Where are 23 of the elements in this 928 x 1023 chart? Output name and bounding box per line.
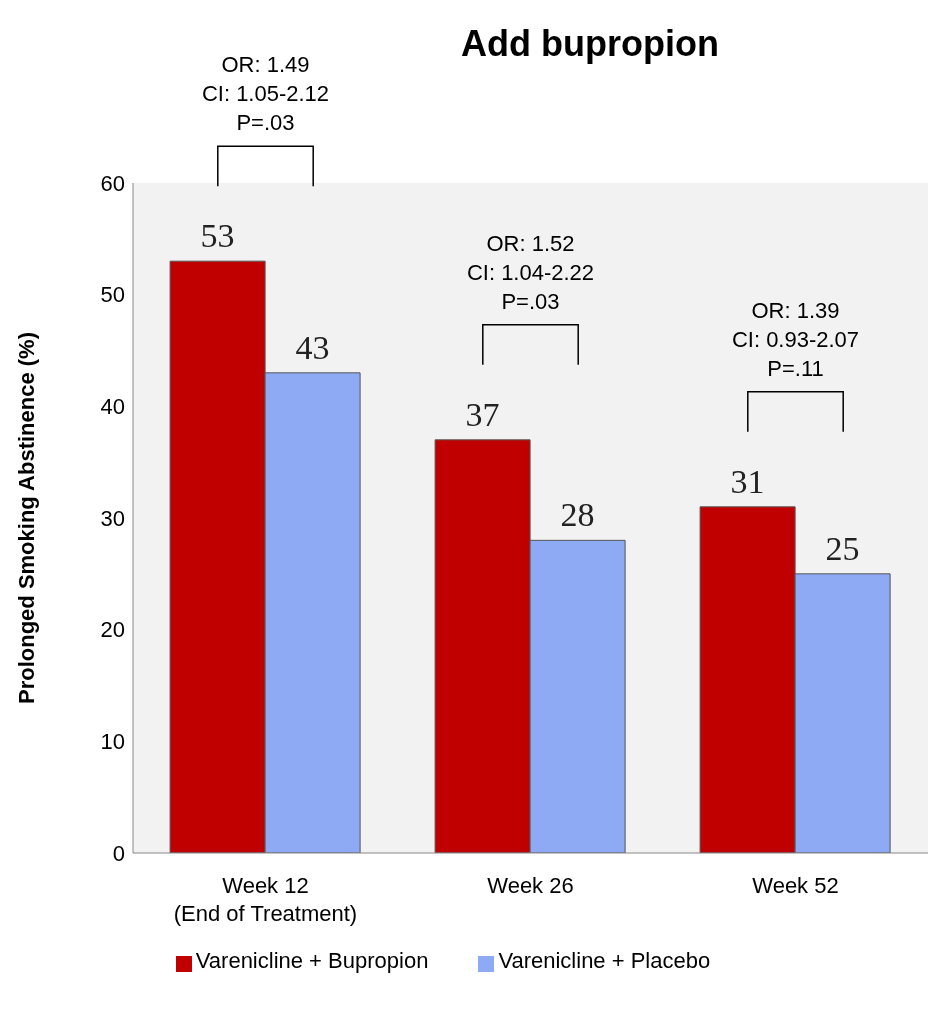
legend-label: Varenicline + Bupropion bbox=[195, 948, 429, 973]
y-tick-label: 0 bbox=[112, 840, 125, 866]
data-label: 37 bbox=[465, 395, 500, 433]
y-tick-label: 30 bbox=[100, 505, 125, 531]
y-tick-label: 20 bbox=[100, 617, 125, 643]
x-tick-label: Week 12 (End of Treatment) bbox=[173, 873, 358, 926]
data-label: 53 bbox=[200, 217, 235, 255]
data-label: 28 bbox=[560, 496, 595, 534]
data-label: 25 bbox=[825, 529, 860, 567]
data-label: 31 bbox=[730, 462, 765, 500]
y-tick-label: 60 bbox=[100, 170, 125, 196]
x-tick-label: Week 26 bbox=[487, 873, 574, 898]
x-tick-label: Week 52 bbox=[752, 873, 839, 898]
annotation: OR: 1.52 CI: 1.04-2.22 P=.03 bbox=[466, 230, 595, 314]
y-tick-label: 40 bbox=[100, 394, 125, 420]
text: OR: 1.49 CI: 1.05-2.12 P=.03 bbox=[201, 52, 330, 136]
annotation: OR: 1.39 CI: 0.93-2.07 P=.11 bbox=[731, 297, 860, 381]
y-tick-label: 10 bbox=[100, 729, 125, 755]
y-axis-title: Prolonged Smoking Abstinence (%) bbox=[13, 332, 39, 704]
y-tick-label: 50 bbox=[100, 282, 125, 308]
data-label: 43 bbox=[295, 328, 330, 366]
chart-title: Add bupropion bbox=[461, 23, 719, 64]
legend-label: Varenicline + Placebo bbox=[498, 948, 711, 973]
